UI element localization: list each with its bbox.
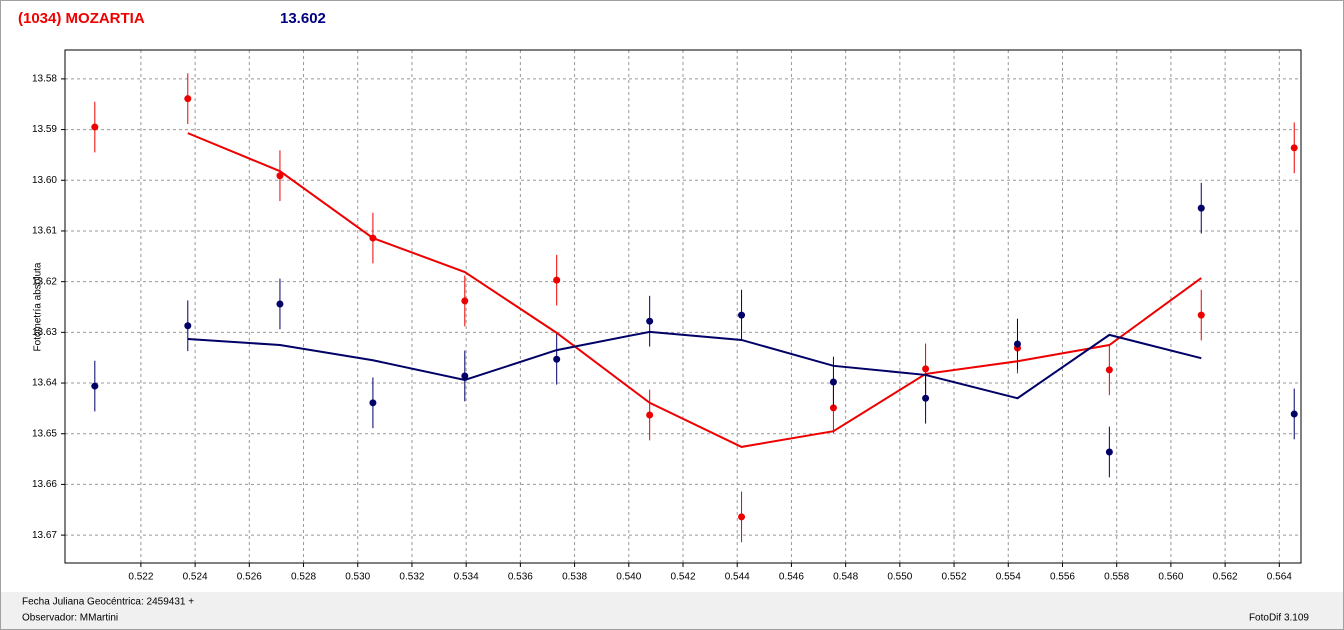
x-tick-label: 0.528 xyxy=(291,572,316,583)
footer-observer: Observador: MMartini xyxy=(22,613,118,624)
chart-subtitle: 13.602 xyxy=(280,10,326,27)
data-point xyxy=(553,355,561,363)
data-point xyxy=(829,378,837,386)
x-tick-label: 0.552 xyxy=(942,572,967,583)
x-tick-label: 0.524 xyxy=(183,572,208,583)
y-tick-label: 13.63 xyxy=(32,327,57,338)
data-point xyxy=(922,394,930,402)
x-tick-label: 0.558 xyxy=(1104,572,1129,583)
data-point xyxy=(922,365,930,373)
data-point xyxy=(276,300,284,308)
data-point xyxy=(369,399,377,407)
data-point xyxy=(1197,204,1205,212)
x-tick-label: 0.542 xyxy=(670,572,695,583)
y-tick-label: 13.61 xyxy=(32,226,57,237)
data-point xyxy=(1290,144,1298,152)
data-point xyxy=(646,317,654,325)
x-tick-label: 0.532 xyxy=(399,572,424,583)
x-tick-label: 0.562 xyxy=(1213,572,1238,583)
data-point xyxy=(461,297,469,305)
data-point xyxy=(553,276,561,284)
x-tick-label: 0.538 xyxy=(562,572,587,583)
data-point xyxy=(1105,366,1113,374)
x-tick-label: 0.544 xyxy=(725,572,750,583)
x-tick-label: 0.546 xyxy=(779,572,804,583)
x-tick-label: 0.534 xyxy=(454,572,479,583)
footer-band xyxy=(1,592,1343,629)
x-tick-label: 0.540 xyxy=(616,572,641,583)
plot-frame xyxy=(64,49,1302,564)
x-tick-label: 0.556 xyxy=(1050,572,1075,583)
data-point xyxy=(91,123,99,131)
y-tick-label: 13.65 xyxy=(32,428,57,439)
x-tick-label: 0.526 xyxy=(237,572,262,583)
y-tick-label: 13.66 xyxy=(32,479,57,490)
y-tick-label: 13.59 xyxy=(32,124,57,135)
x-tick-label: 0.550 xyxy=(887,572,912,583)
x-tick-label: 0.560 xyxy=(1158,572,1183,583)
footer-date: Fecha Juliana Geocéntrica: 2459431 + xyxy=(22,597,194,608)
y-axis-label: Fotometría absoluta xyxy=(33,262,44,351)
data-point xyxy=(184,95,192,103)
data-point xyxy=(829,404,837,412)
x-tick-label: 0.536 xyxy=(508,572,533,583)
series-line xyxy=(187,330,1202,400)
y-tick-label: 13.58 xyxy=(32,74,57,85)
y-tick-label: 13.60 xyxy=(32,175,57,186)
y-tick-label: 13.67 xyxy=(32,530,57,541)
x-tick-label: 0.554 xyxy=(996,572,1021,583)
data-point xyxy=(738,513,746,521)
data-point xyxy=(276,172,284,180)
y-tick-label: 13.62 xyxy=(32,276,57,287)
chart-title: (1034) MOZARTIA xyxy=(18,10,145,27)
data-point xyxy=(91,382,99,390)
x-tick-label: 0.530 xyxy=(345,572,370,583)
data-point xyxy=(461,372,469,380)
x-tick-label: 0.548 xyxy=(833,572,858,583)
footer-software: FotoDif 3.109 xyxy=(1249,613,1309,624)
data-point xyxy=(184,322,192,330)
data-point xyxy=(738,311,746,319)
data-point xyxy=(1197,311,1205,319)
data-point xyxy=(646,411,654,419)
data-point xyxy=(1013,340,1021,348)
data-point xyxy=(1105,448,1113,456)
series-line xyxy=(187,132,1202,448)
y-tick-label: 13.64 xyxy=(32,378,57,389)
data-point xyxy=(1290,410,1298,418)
x-tick-label: 0.564 xyxy=(1267,572,1292,583)
x-tick-label: 0.522 xyxy=(128,572,153,583)
